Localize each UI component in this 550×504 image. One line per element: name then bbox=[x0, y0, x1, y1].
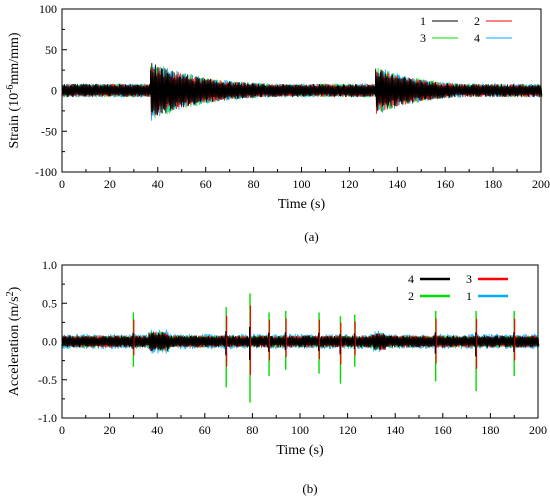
y-tick-label: 0 bbox=[51, 84, 57, 98]
x-tick-label: 0 bbox=[59, 423, 65, 437]
strain-y-tick-labels: 100 50 0 -50 -100 bbox=[35, 2, 57, 179]
legend-label: 3 bbox=[466, 272, 472, 286]
legend-item-2: 2 bbox=[408, 289, 450, 303]
legend-label: 4 bbox=[408, 272, 414, 286]
legend-label: 2 bbox=[408, 289, 414, 303]
y-tick-label: 1.0 bbox=[42, 258, 57, 272]
x-tick-label: 60 bbox=[199, 423, 211, 437]
acceleration-y-tick-labels: 1.0 0.5 0.0 -0.5 -1.0 bbox=[38, 258, 57, 425]
strain-panel-label: (a) bbox=[304, 229, 318, 244]
legend-item-1: 1 bbox=[466, 289, 508, 303]
x-tick-label: 80 bbox=[246, 423, 258, 437]
legend-item-2: 2 bbox=[474, 14, 512, 28]
strain-y-axis-title-sup: -6 bbox=[5, 85, 16, 93]
acceleration-x-tick-labels: 0 20 40 60 80 100 120 140 160 180 200 bbox=[59, 423, 547, 437]
acceleration-x-axis-title: Time (s) bbox=[276, 443, 324, 458]
x-tick-label: 160 bbox=[436, 177, 454, 191]
acceleration-legend: 4 3 2 1 bbox=[408, 272, 508, 303]
x-tick-label: 140 bbox=[388, 177, 406, 191]
legend-label: 4 bbox=[474, 31, 480, 45]
x-tick-label: 100 bbox=[293, 177, 311, 191]
x-tick-label: 160 bbox=[434, 423, 452, 437]
legend-item-3: 3 bbox=[466, 272, 508, 286]
x-tick-label: 140 bbox=[386, 423, 404, 437]
x-tick-label: 20 bbox=[104, 177, 116, 191]
x-tick-label: 40 bbox=[152, 177, 164, 191]
series-1-line bbox=[61, 63, 543, 116]
legend-item-4: 4 bbox=[474, 31, 512, 45]
series-4-line bbox=[61, 331, 540, 352]
x-tick-label: 120 bbox=[339, 423, 357, 437]
acceleration-y-axis-title-main: Acceleration (m/s bbox=[7, 296, 22, 396]
x-tick-label: 180 bbox=[484, 177, 502, 191]
y-tick-label: 0.0 bbox=[42, 335, 57, 349]
legend-item-3: 3 bbox=[420, 31, 458, 45]
acceleration-chart: 0 20 40 60 80 100 120 140 160 180 200 1.0 0.5 0.0 -0.… bbox=[5, 258, 548, 496]
acceleration-plot-frame bbox=[61, 264, 539, 419]
x-tick-label: 200 bbox=[529, 423, 547, 437]
strain-y-axis-title-tail: mm/mm) bbox=[7, 32, 22, 84]
legend-item-1: 1 bbox=[420, 14, 458, 28]
strain-x-axis-title: Time (s) bbox=[278, 197, 326, 212]
x-tick-label: 100 bbox=[291, 423, 309, 437]
y-tick-label: -50 bbox=[41, 124, 57, 138]
strain-legend: 1 2 3 4 bbox=[420, 14, 512, 45]
strain-chart: 0 20 40 60 80 100 120 140 160 180 200 100 50 0 -50 -10… bbox=[5, 2, 550, 244]
y-tick-label: 50 bbox=[45, 43, 57, 57]
x-tick-label: 80 bbox=[248, 177, 260, 191]
strain-signal-group bbox=[61, 63, 543, 121]
strain-x-tick-labels: 0 20 40 60 80 100 120 140 160 180 200 bbox=[59, 177, 550, 191]
legend-label: 1 bbox=[420, 14, 426, 28]
x-tick-label: 20 bbox=[104, 423, 116, 437]
x-tick-label: 180 bbox=[481, 423, 499, 437]
legend-label: 1 bbox=[466, 289, 472, 303]
legend-item-4: 4 bbox=[408, 272, 450, 286]
x-tick-label: 120 bbox=[340, 177, 358, 191]
acceleration-signal-group bbox=[61, 293, 540, 403]
acceleration-y-axis-title-tail: ) bbox=[7, 286, 22, 291]
strain-y-axis-title: Strain (10-6mm/mm) bbox=[5, 32, 23, 148]
y-tick-label: 100 bbox=[39, 2, 57, 16]
x-tick-label: 40 bbox=[151, 423, 163, 437]
x-tick-label: 0 bbox=[59, 177, 65, 191]
acceleration-y-axis-title-sup: 2 bbox=[5, 291, 16, 296]
acceleration-panel-label: (b) bbox=[302, 481, 317, 496]
legend-label: 3 bbox=[420, 31, 426, 45]
y-tick-label: 0.5 bbox=[42, 296, 57, 310]
y-tick-label: -0.5 bbox=[38, 373, 57, 387]
acceleration-y-axis-title: Acceleration (m/s2) bbox=[5, 286, 23, 396]
y-tick-label: -1.0 bbox=[38, 411, 57, 425]
x-tick-label: 200 bbox=[532, 177, 550, 191]
x-tick-label: 60 bbox=[200, 177, 212, 191]
strain-y-axis-title-main: Strain (10 bbox=[7, 93, 22, 149]
legend-label: 2 bbox=[474, 14, 480, 28]
strain-plot-frame bbox=[61, 8, 542, 173]
y-tick-label: -100 bbox=[35, 165, 57, 179]
